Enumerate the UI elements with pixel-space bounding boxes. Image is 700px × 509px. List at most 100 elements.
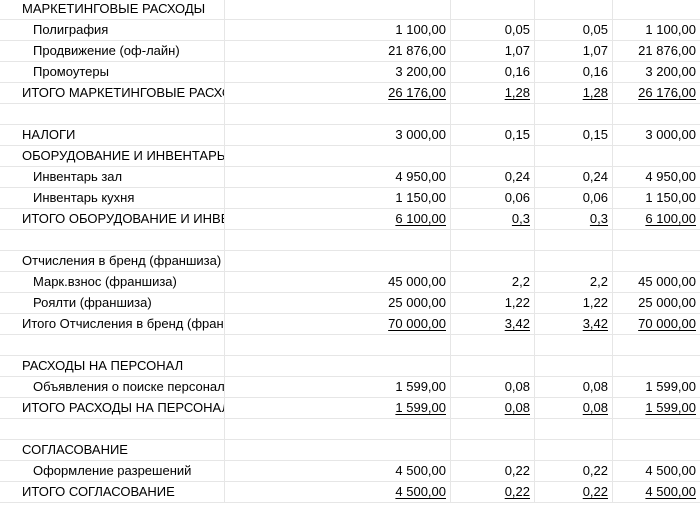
cell-value-1[interactable] [225,335,451,355]
cell-value-4[interactable]: 1 100,00 [613,20,700,40]
cell-value-2[interactable]: 1,07 [451,41,535,61]
cell-label[interactable]: Инвентарь зал [0,167,225,187]
cell-value-3[interactable] [535,251,613,271]
cell-value-1[interactable]: 4 950,00 [225,167,451,187]
cell-label[interactable]: Инвентарь кухня [0,188,225,208]
cell-value-3[interactable] [535,419,613,439]
cell-value-3[interactable]: 0,3 [535,209,613,229]
cell-value-3[interactable]: 0,22 [535,482,613,502]
cell-value-2[interactable] [451,104,535,124]
cell-value-4[interactable] [613,230,700,250]
cell-value-1[interactable]: 3 000,00 [225,125,451,145]
cell-value-2[interactable]: 0,22 [451,482,535,502]
cell-value-1[interactable]: 1 150,00 [225,188,451,208]
cell-value-2[interactable] [451,146,535,166]
cell-value-2[interactable]: 0,05 [451,20,535,40]
cell-value-1[interactable]: 4 500,00 [225,461,451,481]
cell-value-4[interactable]: 4 500,00 [613,461,700,481]
cell-value-1[interactable]: 6 100,00 [225,209,451,229]
cell-value-2[interactable]: 0,3 [451,209,535,229]
cell-value-2[interactable] [451,230,535,250]
cell-value-1[interactable] [225,146,451,166]
cell-label[interactable]: ОБОРУДОВАНИЕ И ИНВЕНТАРЬ [0,146,225,166]
cell-label[interactable] [0,104,225,124]
cell-value-4[interactable] [613,104,700,124]
cell-value-3[interactable] [535,230,613,250]
cell-value-1[interactable]: 1 599,00 [225,398,451,418]
cell-label[interactable]: Объявления о поиске персонала [0,377,225,397]
cell-value-3[interactable]: 0,16 [535,62,613,82]
cell-label[interactable] [0,335,225,355]
cell-label[interactable] [0,419,225,439]
cell-value-1[interactable]: 25 000,00 [225,293,451,313]
cell-label[interactable]: Продвижение (оф-лайн) [0,41,225,61]
cell-label[interactable]: ИТОГО СОГЛАСОВАНИЕ [0,482,225,502]
cell-value-3[interactable]: 3,42 [535,314,613,334]
cell-value-3[interactable]: 1,22 [535,293,613,313]
cell-label[interactable]: ИТОГО МАРКЕТИНГОВЫЕ РАСХОДЫ [0,83,225,103]
cell-value-4[interactable]: 4 950,00 [613,167,700,187]
cell-label[interactable]: Полиграфия [0,20,225,40]
cell-value-1[interactable]: 3 200,00 [225,62,451,82]
cell-value-4[interactable]: 70 000,00 [613,314,700,334]
cell-value-1[interactable] [225,230,451,250]
cell-label[interactable]: Отчисления в бренд (франшиза) [0,251,225,271]
cell-value-4[interactable]: 21 876,00 [613,41,700,61]
cell-value-3[interactable]: 1,28 [535,83,613,103]
cell-label[interactable]: СОГЛАСОВАНИЕ [0,440,225,460]
cell-value-1[interactable] [225,419,451,439]
cell-value-4[interactable] [613,251,700,271]
cell-value-1[interactable]: 1 599,00 [225,377,451,397]
cell-value-1[interactable]: 4 500,00 [225,482,451,502]
cell-value-3[interactable]: 0,22 [535,461,613,481]
cell-value-1[interactable]: 1 100,00 [225,20,451,40]
cell-value-3[interactable]: 2,2 [535,272,613,292]
cell-value-4[interactable] [613,335,700,355]
cell-value-4[interactable] [613,146,700,166]
cell-value-4[interactable]: 1 599,00 [613,398,700,418]
cell-label[interactable]: Итого Отчисления в бренд (франшиза) [0,314,225,334]
cell-value-4[interactable]: 3 000,00 [613,125,700,145]
cell-label[interactable] [0,230,225,250]
cell-value-4[interactable]: 6 100,00 [613,209,700,229]
cell-value-3[interactable] [535,356,613,376]
cell-value-2[interactable]: 0,15 [451,125,535,145]
cell-value-2[interactable]: 0,24 [451,167,535,187]
cell-value-2[interactable]: 0,06 [451,188,535,208]
cell-value-1[interactable]: 26 176,00 [225,83,451,103]
cell-value-3[interactable]: 0,05 [535,20,613,40]
cell-value-4[interactable]: 26 176,00 [613,83,700,103]
cell-value-2[interactable]: 1,28 [451,83,535,103]
cell-value-1[interactable] [225,251,451,271]
cell-value-3[interactable]: 0,24 [535,167,613,187]
cell-value-4[interactable]: 1 150,00 [613,188,700,208]
cell-value-1[interactable]: 70 000,00 [225,314,451,334]
cell-value-2[interactable]: 0,22 [451,461,535,481]
cell-value-1[interactable]: 45 000,00 [225,272,451,292]
cell-value-1[interactable]: 21 876,00 [225,41,451,61]
cell-value-4[interactable] [613,440,700,460]
cell-value-2[interactable] [451,0,535,19]
cell-value-2[interactable] [451,335,535,355]
cell-value-2[interactable]: 0,16 [451,62,535,82]
cell-label[interactable]: РАСХОДЫ НА ПЕРСОНАЛ [0,356,225,376]
cell-value-2[interactable]: 0,08 [451,398,535,418]
cell-value-2[interactable] [451,356,535,376]
cell-value-2[interactable]: 3,42 [451,314,535,334]
cell-value-4[interactable] [613,419,700,439]
cell-label[interactable]: Марк.взнос (франшиза) [0,272,225,292]
cell-value-3[interactable] [535,440,613,460]
cell-value-4[interactable]: 45 000,00 [613,272,700,292]
cell-label[interactable]: МАРКЕТИНГОВЫЕ РАСХОДЫ [0,0,225,19]
cell-label[interactable]: ИТОГО ОБОРУДОВАНИЕ И ИНВЕНТАРЬ [0,209,225,229]
cell-value-1[interactable] [225,356,451,376]
cell-value-2[interactable] [451,419,535,439]
cell-label[interactable]: Роялти (франшиза) [0,293,225,313]
cell-value-3[interactable]: 0,15 [535,125,613,145]
cell-label[interactable]: НАЛОГИ [0,125,225,145]
cell-value-2[interactable]: 1,22 [451,293,535,313]
cell-value-1[interactable] [225,104,451,124]
cell-label[interactable]: Оформление разрешений [0,461,225,481]
cell-value-3[interactable]: 0,08 [535,377,613,397]
cell-value-3[interactable] [535,146,613,166]
